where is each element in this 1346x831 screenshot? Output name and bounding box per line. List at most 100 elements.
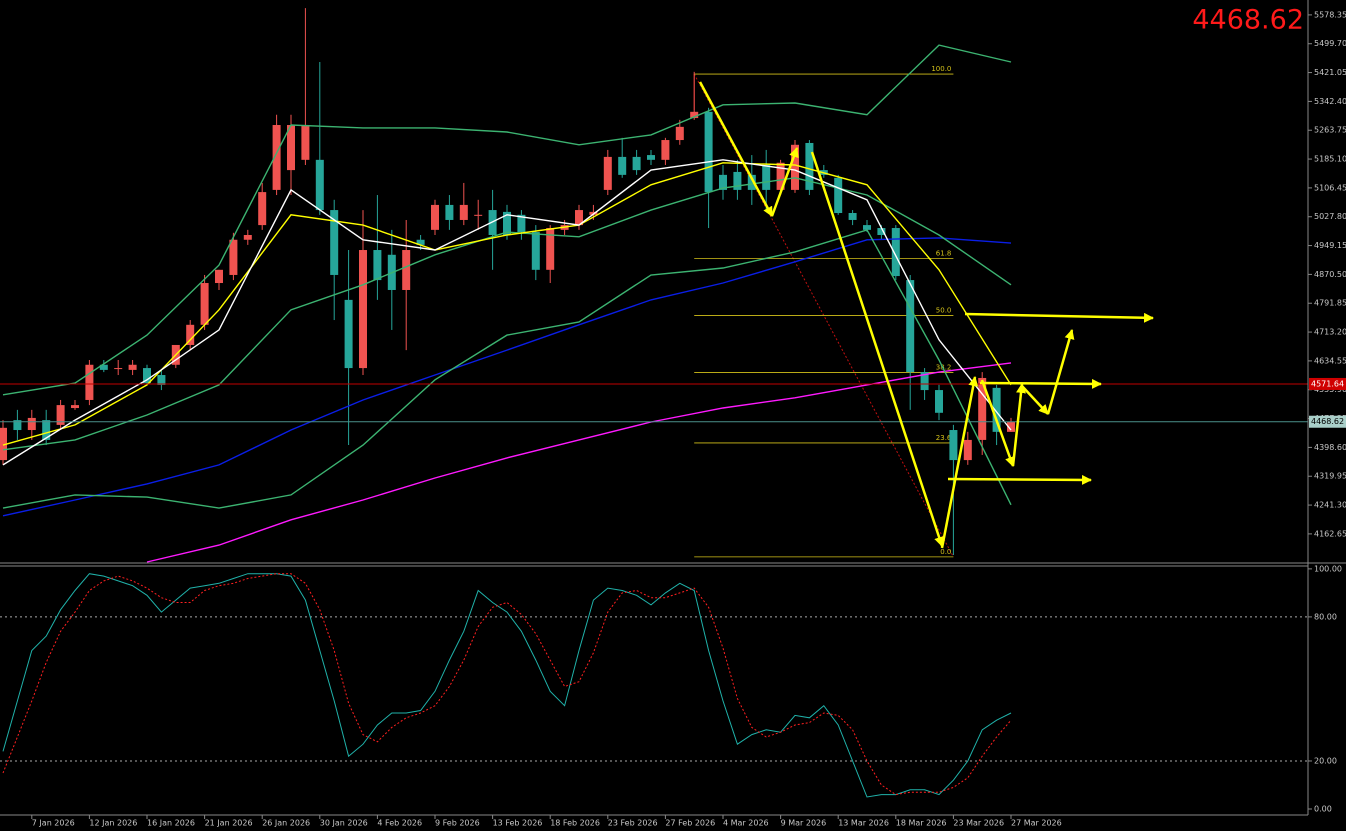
candle-body xyxy=(920,372,929,391)
indicator-line xyxy=(2,229,1012,509)
candle-body xyxy=(27,417,36,431)
candle-body xyxy=(431,204,439,230)
candle-body xyxy=(373,250,382,281)
candle-body xyxy=(143,368,151,384)
candle-body xyxy=(719,174,727,190)
current-price: 4468.62 xyxy=(1192,5,1304,36)
reference-price-label: 4571.64 xyxy=(1311,379,1344,388)
x-tick-label: 12 Jan 2026 xyxy=(89,819,137,828)
arrow xyxy=(770,147,799,217)
candle-body xyxy=(258,192,267,226)
candle-body xyxy=(877,228,886,235)
arrow xyxy=(980,379,1015,467)
reference-price-box xyxy=(1309,377,1346,390)
candle-body xyxy=(661,140,670,160)
osc-tick-label: 100.00 xyxy=(1314,564,1342,573)
osc-tick-label: 20.00 xyxy=(1314,756,1337,765)
arrow xyxy=(1021,385,1049,415)
candle-body xyxy=(1007,421,1015,432)
x-tick-label: 26 Jan 2026 xyxy=(262,819,310,828)
candle-body xyxy=(776,162,785,190)
candle-body xyxy=(56,405,65,425)
candle-body xyxy=(762,164,771,190)
y-tick-label: 5185.10 xyxy=(1314,155,1346,164)
candle-body xyxy=(517,214,526,233)
y-tick-label: 4870.50 xyxy=(1314,270,1346,279)
candle-body xyxy=(733,171,742,190)
y-tick-label: 5263.75 xyxy=(1314,126,1346,135)
candle-body xyxy=(805,142,814,190)
y-tick-label: 4319.95 xyxy=(1314,472,1346,481)
candle-body xyxy=(618,156,627,175)
y-tick-label: 4949.15 xyxy=(1314,241,1346,250)
candle-body xyxy=(949,430,958,461)
x-tick-label: 18 Mar 2026 xyxy=(896,819,947,828)
candle-body xyxy=(128,364,137,370)
candle-body xyxy=(215,269,223,284)
current-price-box xyxy=(1309,415,1346,428)
candle-body xyxy=(603,156,612,190)
fib-level-label: 23.6 xyxy=(936,434,952,442)
x-tick-label: 7 Jan 2026 xyxy=(32,819,75,828)
oscillator-layer xyxy=(0,573,1308,798)
arrow xyxy=(810,151,944,547)
fib-level-label: 38.2 xyxy=(936,363,952,371)
candle-body xyxy=(344,299,353,369)
y-tick-label: 4634.55 xyxy=(1314,356,1346,365)
x-tick-label: 18 Feb 2026 xyxy=(550,819,600,828)
candle-body xyxy=(301,125,310,160)
y-tick-label: 5578.35 xyxy=(1314,10,1346,19)
y-tick-label: 5499.70 xyxy=(1314,39,1346,48)
candle-body xyxy=(114,368,123,370)
y-tick-label: 4162.65 xyxy=(1314,529,1346,538)
candle-body xyxy=(287,125,295,171)
candle-body xyxy=(0,427,7,461)
drawn-arrows xyxy=(698,81,1154,549)
y-tick-label: 4241.30 xyxy=(1314,501,1346,510)
osc-tick-label: 0.00 xyxy=(1314,804,1332,813)
candle-body xyxy=(330,210,339,275)
candle-body xyxy=(315,159,324,211)
x-tick-label: 13 Feb 2026 xyxy=(493,819,543,828)
x-tick-label: 27 Mar 2026 xyxy=(1011,819,1062,828)
x-tick-label: 16 Jan 2026 xyxy=(147,819,195,828)
y-tick-label: 5106.45 xyxy=(1314,183,1346,192)
candle-body xyxy=(359,250,367,369)
y-tick-label: 5421.05 xyxy=(1314,68,1346,77)
y-tick-label: 4791.85 xyxy=(1314,299,1346,308)
candle-body xyxy=(935,390,943,413)
arrow xyxy=(940,376,979,549)
candle-body xyxy=(863,225,871,230)
candle-body xyxy=(157,375,166,385)
candle-body xyxy=(85,364,94,400)
candle-body xyxy=(891,228,900,277)
arrow xyxy=(947,474,1092,485)
candle-body xyxy=(416,239,425,245)
candle-body xyxy=(704,111,713,193)
arrow xyxy=(1011,383,1026,467)
candle-body xyxy=(992,387,1001,432)
candle-body xyxy=(690,111,699,119)
candle-body xyxy=(243,234,252,240)
x-tick-label: 30 Jan 2026 xyxy=(320,819,368,828)
candle-body xyxy=(834,177,843,213)
candle-body xyxy=(747,174,756,190)
oscillator-line xyxy=(2,573,1012,798)
candle-body xyxy=(647,155,655,160)
candle-body xyxy=(675,126,684,141)
fib-level-label: 61.8 xyxy=(936,249,952,257)
candle-body xyxy=(42,420,51,440)
x-tick-label: 27 Feb 2026 xyxy=(665,819,715,828)
x-tick-label: 23 Feb 2026 xyxy=(608,819,658,828)
arrow xyxy=(964,312,1154,323)
indicator-line xyxy=(2,162,1012,446)
arrow xyxy=(1046,329,1075,415)
candle-body xyxy=(906,280,915,373)
y-tick-label: 4713.20 xyxy=(1314,328,1346,337)
indicator-line xyxy=(146,362,1012,563)
osc-tick-label: 80.00 xyxy=(1314,612,1337,621)
candle-body xyxy=(791,144,799,190)
candle-body xyxy=(71,405,79,409)
